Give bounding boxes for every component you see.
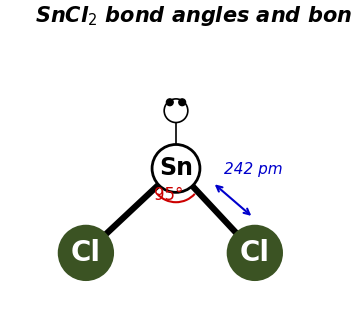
Text: 242 pm: 242 pm: [224, 162, 283, 177]
Circle shape: [166, 99, 173, 106]
Circle shape: [152, 145, 200, 192]
Circle shape: [227, 225, 283, 281]
Text: Sn: Sn: [159, 156, 193, 181]
Text: Cl: Cl: [240, 239, 270, 267]
Text: 95°: 95°: [154, 186, 184, 204]
Text: SnCl$_2$ bond angles and bond lengths: SnCl$_2$ bond angles and bond lengths: [35, 4, 352, 28]
Text: Cl: Cl: [71, 239, 101, 267]
Circle shape: [179, 99, 186, 106]
Circle shape: [58, 225, 114, 281]
Circle shape: [164, 99, 188, 122]
